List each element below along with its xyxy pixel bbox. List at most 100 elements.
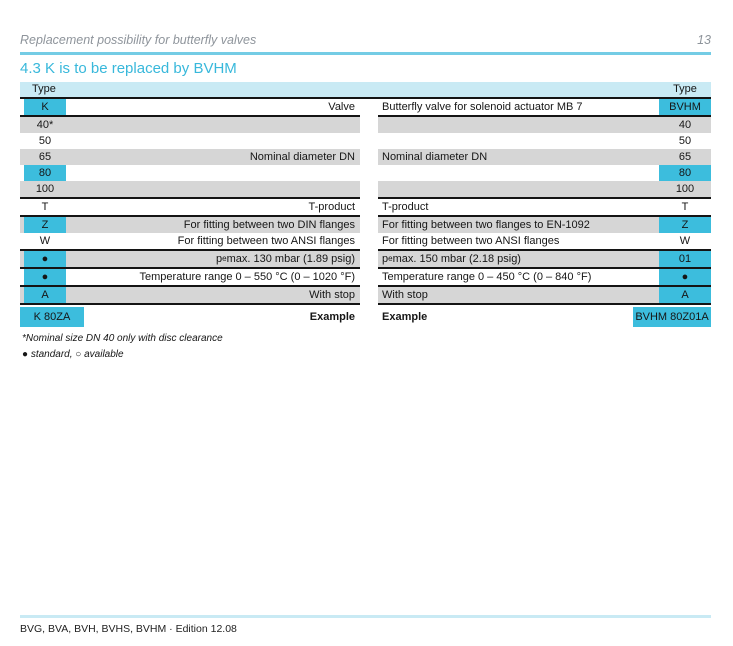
type-code-right: BVHM: [659, 99, 711, 115]
table-row: K 80ZA Example Example BVHM 80Z01A: [20, 307, 711, 327]
row-right-half: Temperature range 0 – 450 °C (0 – 840 °F…: [378, 269, 711, 287]
description-right: T-product: [382, 200, 429, 213]
type-code-right: A: [659, 287, 711, 303]
row-right-half: Example BVHM 80Z01A: [378, 307, 711, 327]
description-right: Butterfly valve for solenoid actuator MB…: [382, 100, 583, 113]
table-row: Z For fitting between two DIN flanges For …: [20, 217, 711, 233]
type-code-right: BVHM 80Z01A: [633, 307, 711, 327]
row-left-half: A With stop: [20, 287, 360, 305]
row-left-half: 65 Nominal diameter DN: [20, 149, 360, 165]
row-right-half: T-product T: [378, 199, 711, 217]
type-code-right: 100: [675, 182, 695, 195]
type-code-right: 50: [678, 134, 692, 147]
type-code-right: Z: [659, 217, 711, 233]
row-left-half: ● Temperature range 0 – 550 °C (0 – 1020 …: [20, 269, 360, 287]
type-code-right: 80: [659, 165, 711, 181]
row-left-half: ● p e max. 130 mbar (1.89 psig): [20, 251, 360, 269]
description-right: Example: [382, 310, 428, 323]
type-code-left: 100: [35, 182, 55, 195]
type-code-left: W: [39, 234, 51, 247]
replacement-table: Type Type K Valve Butterfly valve for sole…: [20, 82, 711, 327]
description-left: T-product: [308, 200, 355, 213]
running-header-title: Replacement possibility for butterfly va…: [20, 33, 257, 47]
type-column-header-left: Type: [32, 83, 56, 95]
table-row: ● p e max. 130 mbar (1.89 psig) p e max. 150…: [20, 251, 711, 269]
column-gutter: [360, 307, 378, 327]
table-row: 40* 40: [20, 117, 711, 133]
column-gutter: [360, 149, 378, 165]
type-code-left: T: [41, 200, 49, 213]
table-row: W For fitting between two ANSI flanges For…: [20, 233, 711, 251]
description-left: With stop: [309, 288, 355, 301]
description-left: [66, 181, 360, 197]
table-header-row: Type Type: [20, 82, 711, 99]
description-right: For fitting between two ANSI flanges: [382, 234, 560, 247]
column-gutter: [360, 217, 378, 233]
column-gutter: [360, 99, 378, 117]
type-code-right: 65: [678, 150, 692, 163]
description-right: [378, 181, 657, 197]
description-left: Valve: [328, 100, 355, 113]
table-row: ● Temperature range 0 – 550 °C (0 – 1020 …: [20, 269, 711, 287]
description-left: [66, 117, 360, 133]
description-left: Nominal diameter DN: [249, 150, 355, 163]
table-row: 65 Nominal diameter DN Nominal diameter DN…: [20, 149, 711, 165]
row-right-half: For fitting between two ANSI flanges W: [378, 233, 711, 251]
column-gutter: [360, 117, 378, 133]
row-right-half: 40: [378, 117, 711, 133]
description-right: With stop: [382, 288, 428, 301]
column-gutter: [360, 233, 378, 251]
type-code-left: ●: [24, 251, 66, 267]
column-gutter: [360, 269, 378, 287]
row-left-half: 50: [20, 133, 360, 149]
column-gutter: [360, 251, 378, 269]
table-row: K Valve Butterfly valve for solenoid actua…: [20, 99, 711, 117]
description-left: For fitting between two ANSI flanges: [177, 234, 355, 247]
section-title: 4.3 K is to be replaced by BVHM: [20, 60, 237, 77]
row-left-half: K Valve: [20, 99, 360, 117]
running-header: Replacement possibility for butterfly va…: [20, 33, 711, 47]
column-gutter: [360, 133, 378, 149]
table-row: 50 50: [20, 133, 711, 149]
header-rule: [20, 52, 711, 55]
row-left-half: Z For fitting between two DIN flanges: [20, 217, 360, 233]
type-code-left: Z: [24, 217, 66, 233]
column-gutter: [360, 165, 378, 181]
type-code-right: T: [681, 200, 689, 213]
type-code-left: A: [24, 287, 66, 303]
description-left: Example: [309, 310, 355, 323]
type-code-left: K: [24, 99, 66, 115]
row-right-half: 50: [378, 133, 711, 149]
footnote-legend: ● standard, ○ available: [22, 349, 124, 360]
row-left-half: 100: [20, 181, 360, 199]
description-left: [66, 165, 360, 181]
row-right-half: For fitting between two flanges to EN-10…: [378, 217, 711, 233]
type-code-left: 80: [24, 165, 66, 181]
type-code-right: 40: [678, 118, 692, 131]
description-right: [378, 165, 657, 181]
table-row: 100 100: [20, 181, 711, 199]
type-code-left: 65: [38, 150, 52, 163]
description-right: [378, 133, 657, 149]
column-gutter: [360, 287, 378, 305]
description-left: For fitting between two DIN flanges: [183, 218, 355, 231]
type-code-right: W: [679, 234, 691, 247]
row-left-half: W For fitting between two ANSI flanges: [20, 233, 360, 251]
description-right: Temperature range 0 – 450 °C (0 – 840 °F…: [382, 270, 592, 283]
type-code-left: 50: [38, 134, 52, 147]
type-code-left: K 80ZA: [20, 307, 84, 327]
type-code-left: ●: [24, 269, 66, 285]
footer-rule: [20, 615, 711, 618]
row-left-half: 80: [20, 165, 360, 181]
row-right-half: 80: [378, 165, 711, 181]
row-left-half: 40*: [20, 117, 360, 133]
row-right-half: 100: [378, 181, 711, 199]
type-code-right: 01: [659, 251, 711, 267]
footnote-disc-clearance: *Nominal size DN 40 only with disc clear…: [22, 333, 223, 344]
row-right-half: Nominal diameter DN 65: [378, 149, 711, 165]
description-right: For fitting between two flanges to EN-10…: [382, 218, 590, 231]
description-left: [66, 133, 360, 149]
type-code-right: ●: [659, 269, 711, 285]
